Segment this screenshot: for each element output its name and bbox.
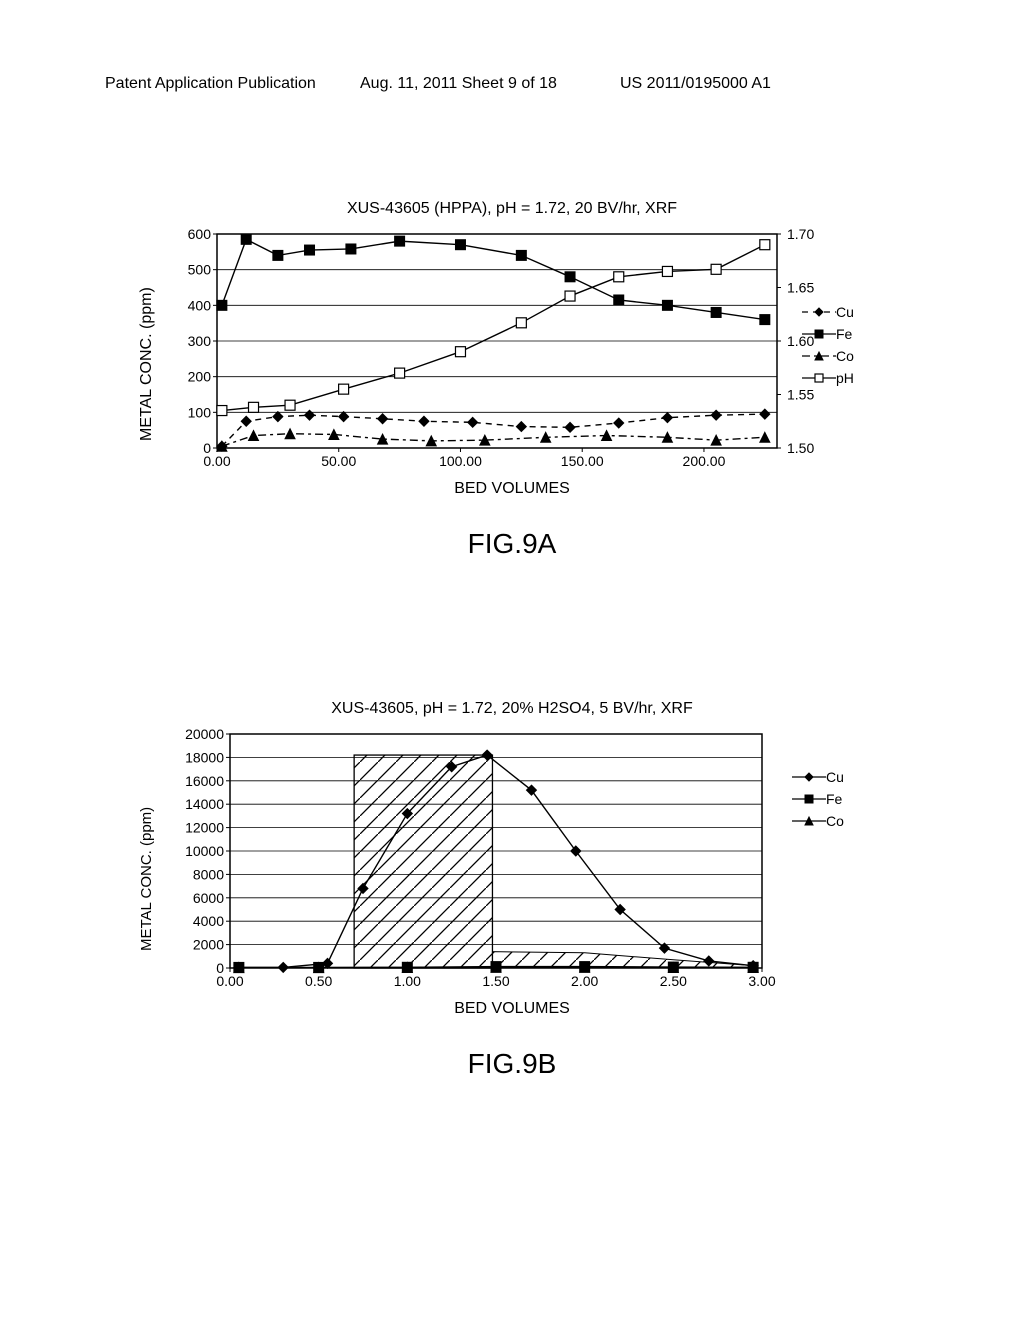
svg-text:8000: 8000	[193, 866, 224, 882]
chart-b-svg: 0200040006000800010000120001400016000180…	[162, 726, 862, 996]
svg-text:0.50: 0.50	[305, 973, 332, 989]
svg-text:2.50: 2.50	[660, 973, 687, 989]
svg-text:2000: 2000	[193, 937, 224, 953]
legend-label: Fe	[826, 791, 842, 807]
legend-item: Co	[802, 345, 854, 367]
svg-text:1.50: 1.50	[482, 973, 509, 989]
svg-text:10000: 10000	[185, 843, 224, 859]
chart-a-svg: 01002003004005006001.501.551.601.651.700…	[162, 226, 862, 476]
chart-a-title: XUS-43605 (HPPA), pH = 1.72, 20 BV/hr, X…	[0, 200, 1024, 218]
chart-b-legend: Cu Fe Co	[792, 766, 844, 832]
svg-text:0.00: 0.00	[216, 973, 243, 989]
svg-text:500: 500	[188, 262, 212, 278]
figure-9a: XUS-43605 (HPPA), pH = 1.72, 20 BV/hr, X…	[0, 200, 1024, 560]
legend-item: Fe	[802, 323, 854, 345]
svg-text:100: 100	[188, 404, 212, 420]
header-right: US 2011/0195000 A1	[620, 75, 771, 93]
svg-text:6000: 6000	[193, 890, 224, 906]
svg-text:150.00: 150.00	[561, 453, 604, 469]
legend-item: Co	[792, 810, 844, 832]
legend-item: Fe	[792, 788, 844, 810]
chart-b-title: XUS-43605, pH = 1.72, 20% H2SO4, 5 BV/hr…	[0, 700, 1024, 718]
svg-text:0.00: 0.00	[203, 453, 230, 469]
svg-text:300: 300	[188, 333, 212, 349]
svg-text:4000: 4000	[193, 913, 224, 929]
legend-label: Co	[836, 348, 854, 364]
figure-9b: XUS-43605, pH = 1.72, 20% H2SO4, 5 BV/hr…	[0, 700, 1024, 1080]
svg-text:1.65: 1.65	[787, 280, 814, 296]
svg-text:2.00: 2.00	[571, 973, 598, 989]
legend-label: Co	[826, 813, 844, 829]
svg-text:100.00: 100.00	[439, 453, 482, 469]
legend-item: pH	[802, 367, 854, 389]
svg-text:600: 600	[188, 226, 212, 242]
chart-a-ylabel: METAL CONC. (ppm)	[138, 287, 156, 441]
svg-text:50.00: 50.00	[321, 453, 356, 469]
legend-label: Cu	[826, 769, 844, 785]
header-mid: Aug. 11, 2011 Sheet 9 of 18	[360, 75, 557, 93]
svg-text:12000: 12000	[185, 820, 224, 836]
svg-text:16000: 16000	[185, 773, 224, 789]
legend-label: Cu	[836, 304, 854, 320]
svg-text:1.50: 1.50	[787, 440, 814, 456]
svg-text:1.00: 1.00	[394, 973, 421, 989]
chart-b-xlabel: BED VOLUMES	[0, 1000, 1024, 1018]
svg-text:3.00: 3.00	[748, 973, 775, 989]
legend-label: pH	[836, 370, 854, 386]
legend-item: Cu	[792, 766, 844, 788]
header-left: Patent Application Publication	[105, 75, 316, 93]
legend-label: Fe	[836, 326, 852, 342]
chart-b-caption: FIG.9B	[0, 1048, 1024, 1080]
svg-text:14000: 14000	[185, 796, 224, 812]
chart-a-caption: FIG.9A	[0, 528, 1024, 560]
svg-text:1.70: 1.70	[787, 226, 814, 242]
chart-a-xlabel: BED VOLUMES	[0, 480, 1024, 498]
svg-text:400: 400	[188, 297, 212, 313]
svg-text:200.00: 200.00	[683, 453, 726, 469]
svg-text:18000: 18000	[185, 749, 224, 765]
svg-text:200: 200	[188, 369, 212, 385]
svg-text:20000: 20000	[185, 726, 224, 742]
chart-b-ylabel: METAL CONC. (ppm)	[138, 807, 155, 951]
chart-a-legend: Cu Fe Co pH	[802, 301, 854, 389]
legend-item: Cu	[802, 301, 854, 323]
